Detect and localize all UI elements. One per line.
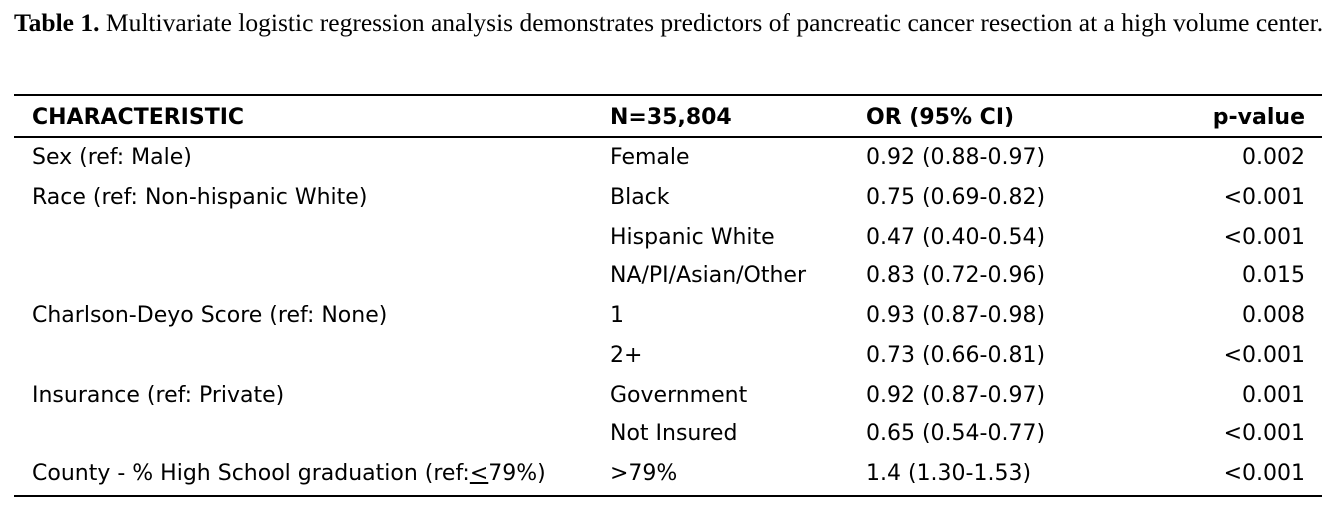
row-or: 0.65 (0.54-0.77) (866, 421, 1046, 446)
row-characteristic: County - % High School graduation (ref:<… (32, 460, 546, 488)
row-n: Government (610, 383, 748, 408)
row-n: 2+ (610, 343, 643, 368)
row-p-value: <0.001 (1223, 185, 1305, 210)
row-n: Hispanic White (610, 225, 775, 250)
characteristic-text: County - % High School graduation (ref: (32, 461, 470, 486)
row-or: 0.75 (0.69-0.82) (866, 185, 1046, 210)
row-n: >79% (610, 461, 678, 486)
table-bottom-rule (14, 495, 1322, 497)
row-or: 0.93 (0.87-0.98) (866, 303, 1046, 328)
table-caption: Table 1. Multivariate logistic regressio… (14, 6, 1324, 40)
row-p-value: 0.001 (1242, 383, 1305, 408)
table-header-rule (14, 136, 1322, 138)
row-characteristic: Insurance (ref: Private) (32, 383, 285, 408)
row-characteristic: Sex (ref: Male) (32, 145, 192, 170)
row-or: 0.83 (0.72-0.96) (866, 263, 1046, 288)
header-characteristic: CHARACTERISTIC (32, 105, 245, 130)
caption-label: Table 1. (14, 8, 100, 37)
row-p-value: <0.001 (1223, 225, 1305, 250)
less-than-or-equal-symbol: < (469, 461, 489, 486)
characteristic-text-end: 79%) (488, 461, 546, 486)
row-p-value: 0.015 (1242, 263, 1305, 288)
row-n: NA/PI/Asian/Other (610, 263, 807, 288)
row-or: 0.73 (0.66-0.81) (866, 343, 1046, 368)
row-p-value: <0.001 (1223, 343, 1305, 368)
caption-text: Multivariate logistic regression analysi… (99, 8, 1324, 37)
header-n: N=35,804 (610, 105, 732, 130)
row-p-value: <0.001 (1223, 461, 1305, 486)
row-or: 1.4 (1.30-1.53) (866, 461, 1032, 486)
header-p-value: p-value (1212, 105, 1305, 130)
table-top-rule (14, 94, 1322, 96)
row-or: 0.47 (0.40-0.54) (866, 225, 1046, 250)
row-p-value: 0.008 (1242, 303, 1305, 328)
row-characteristic: Charlson-Deyo Score (ref: None) (32, 303, 388, 328)
row-characteristic: Race (ref: Non-hispanic White) (32, 185, 368, 210)
row-or: 0.92 (0.88-0.97) (866, 145, 1046, 170)
row-n: Not Insured (610, 421, 738, 446)
row-n: Black (610, 185, 670, 210)
header-or: OR (95% CI) (866, 105, 1015, 130)
row-n: 1 (610, 303, 624, 328)
row-or: 0.92 (0.87-0.97) (866, 383, 1046, 408)
row-p-value: 0.002 (1242, 145, 1305, 170)
row-n: Female (610, 145, 690, 170)
row-p-value: <0.001 (1223, 421, 1305, 446)
